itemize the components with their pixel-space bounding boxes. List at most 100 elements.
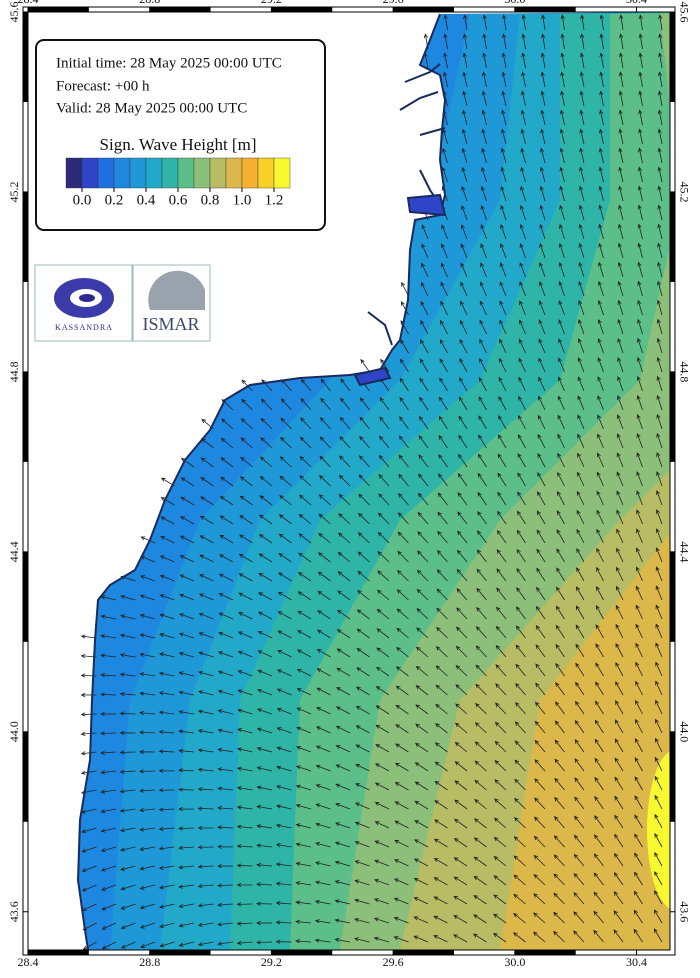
- wave-arrow: [317, 571, 331, 582]
- wave-arrow: [616, 433, 624, 449]
- legend-swatch: [161, 157, 179, 189]
- y-tick-label: 44.0: [677, 721, 691, 742]
- wave-arrow: [617, 280, 624, 297]
- wave-arrow: [615, 662, 624, 677]
- wave-arrow: [613, 929, 624, 943]
- wave-arrow: [540, 128, 546, 145]
- wave-arrow: [501, 71, 507, 88]
- wave-arrow: [417, 511, 429, 525]
- wave-arrow: [434, 761, 448, 772]
- wave-arrow: [555, 624, 565, 639]
- wave-arrow: [655, 680, 663, 696]
- wave-arrow: [119, 653, 136, 658]
- wave-arrow: [580, 14, 585, 31]
- wave-arrow: [513, 893, 526, 905]
- wave-arrow: [553, 873, 565, 886]
- wave-arrow: [540, 147, 546, 164]
- wave-arrow: [657, 242, 663, 259]
- y-tick-label: 44.0: [7, 721, 21, 742]
- wave-arrow: [520, 128, 526, 145]
- frame-segment: [670, 191, 675, 282]
- wave-arrow: [555, 662, 565, 677]
- frame-segment: [670, 12, 675, 102]
- wave-arrow: [236, 863, 253, 868]
- wave-arrow: [560, 90, 565, 107]
- wave-arrow: [481, 128, 487, 145]
- wave-arrow: [460, 262, 468, 278]
- legend-swatch: [241, 157, 259, 189]
- wave-arrow: [277, 591, 292, 601]
- legend-tick-label: 0.0: [73, 192, 92, 208]
- wave-arrow: [159, 555, 175, 563]
- wave-arrow: [457, 511, 468, 525]
- wave-arrow: [256, 940, 273, 945]
- wave-arrow: [320, 378, 331, 392]
- x-tick-label: 28.4: [18, 0, 39, 6]
- wave-arrow: [236, 940, 253, 946]
- wave-arrow: [300, 378, 312, 392]
- wave-arrow: [636, 528, 643, 544]
- wave-arrow: [355, 686, 370, 696]
- wave-arrow: [556, 548, 565, 563]
- wave-arrow: [159, 652, 175, 658]
- wave-arrow: [217, 670, 234, 677]
- wave-arrow: [576, 548, 585, 563]
- wave-arrow: [334, 860, 351, 867]
- wave-arrow: [178, 922, 195, 928]
- wave-arrow: [259, 495, 273, 506]
- wave-arrow: [553, 854, 565, 867]
- frame-segment: [670, 551, 675, 642]
- wave-arrow: [656, 318, 663, 335]
- x-tick-label: 29.2: [261, 0, 282, 6]
- logos: KASSANDRA ISMAR: [34, 264, 211, 342]
- wave-arrow: [260, 417, 273, 430]
- wave-arrow: [495, 644, 507, 658]
- wave-arrow: [634, 852, 643, 867]
- wave-arrow: [599, 52, 604, 69]
- wave-arrow: [259, 456, 273, 468]
- wave-arrow: [435, 684, 448, 696]
- wave-arrow: [101, 884, 117, 891]
- wave-arrow: [340, 397, 351, 411]
- wave-arrow: [375, 666, 390, 677]
- wave-arrow: [574, 777, 585, 791]
- wave-arrow: [393, 936, 409, 943]
- wave-arrow: [374, 859, 390, 867]
- logo-text: KASSANDRA: [55, 323, 113, 332]
- wave-arrow: [238, 553, 253, 563]
- wave-arrow: [533, 854, 546, 867]
- wave-arrow: [616, 509, 624, 525]
- wave-arrow: [257, 669, 273, 677]
- wave-arrow: [119, 691, 136, 697]
- wave-arrow: [218, 573, 234, 582]
- wave-arrow: [514, 778, 526, 791]
- wave-arrow: [355, 744, 370, 753]
- wave-arrow: [482, 71, 487, 88]
- wave-arrow: [534, 797, 546, 810]
- wave-arrow: [656, 413, 663, 430]
- wave-arrow: [557, 471, 565, 487]
- wave-arrow: [239, 534, 253, 544]
- wave-arrow: [197, 903, 214, 908]
- wave-arrow: [158, 729, 175, 735]
- wave-arrow: [139, 865, 156, 871]
- wave-arrow: [101, 903, 117, 911]
- wave-arrow: [415, 723, 429, 734]
- wave-arrow: [159, 613, 175, 620]
- wave-arrow: [277, 630, 292, 639]
- wave-arrow: [495, 625, 507, 639]
- wave-arrow: [433, 915, 448, 924]
- wave-arrow: [655, 547, 663, 563]
- wave-arrow: [237, 689, 253, 696]
- wave-arrow: [577, 433, 585, 449]
- wave-arrow: [638, 33, 643, 50]
- wave-arrow: [373, 917, 390, 924]
- wave-arrow: [414, 800, 429, 810]
- wave-arrow: [657, 71, 663, 88]
- wave-arrow: [580, 33, 585, 50]
- wave-arrow: [638, 71, 643, 88]
- wave-arrow: [636, 394, 643, 411]
- wave-arrow: [555, 643, 565, 658]
- wave-arrow: [475, 645, 487, 658]
- wave-arrow: [534, 739, 546, 753]
